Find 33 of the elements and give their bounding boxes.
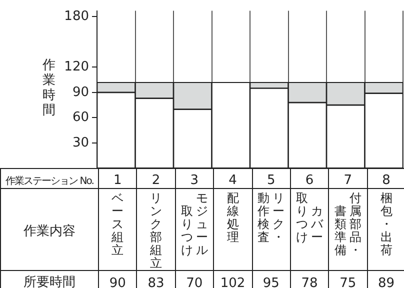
data-label: 70 bbox=[186, 276, 203, 288]
data-label: 102 bbox=[220, 276, 246, 288]
x-tick-label: 4 bbox=[228, 173, 237, 188]
x-tick-label: 6 bbox=[305, 173, 314, 188]
text: リンク部組立 bbox=[150, 190, 163, 270]
y-tick-label: 180 bbox=[64, 9, 89, 24]
data-label: 95 bbox=[262, 276, 280, 288]
text: カバー取りつけ bbox=[296, 190, 324, 244]
text: ベース組立 bbox=[111, 190, 124, 256]
text: 配線処理 bbox=[226, 190, 240, 244]
data-label: 83 bbox=[148, 276, 164, 288]
data-label: 90 bbox=[109, 276, 126, 288]
text: 付属部品・書類準備 bbox=[334, 190, 362, 256]
y-axis-title: 作業時間 bbox=[42, 58, 56, 118]
y-tick-label: 60 bbox=[72, 110, 89, 126]
text: 所要時間 bbox=[24, 275, 76, 288]
data-label: 89 bbox=[378, 276, 395, 288]
x-tick-label: 5 bbox=[267, 173, 276, 188]
text: 梱包・出荷 bbox=[380, 190, 393, 256]
x-axis-title: 作業ステーション No. bbox=[6, 176, 94, 187]
y-tick-label: 90 bbox=[72, 84, 89, 100]
text: モジュール取りつけ bbox=[180, 190, 208, 256]
x-tick-label: 3 bbox=[190, 173, 199, 188]
text: 作業内容 bbox=[24, 224, 76, 238]
x-tick-label: 1 bbox=[114, 173, 122, 188]
x-tick-label: 7 bbox=[344, 173, 352, 188]
data-label: 75 bbox=[340, 276, 356, 288]
y-tick-label: 30 bbox=[72, 135, 89, 150]
data-label: 78 bbox=[301, 276, 318, 288]
y-tick-label: 120 bbox=[64, 60, 89, 75]
x-tick-label: 2 bbox=[152, 173, 160, 188]
x-tick-label: 8 bbox=[382, 173, 390, 188]
text: リーク・動作検査 bbox=[258, 190, 285, 244]
